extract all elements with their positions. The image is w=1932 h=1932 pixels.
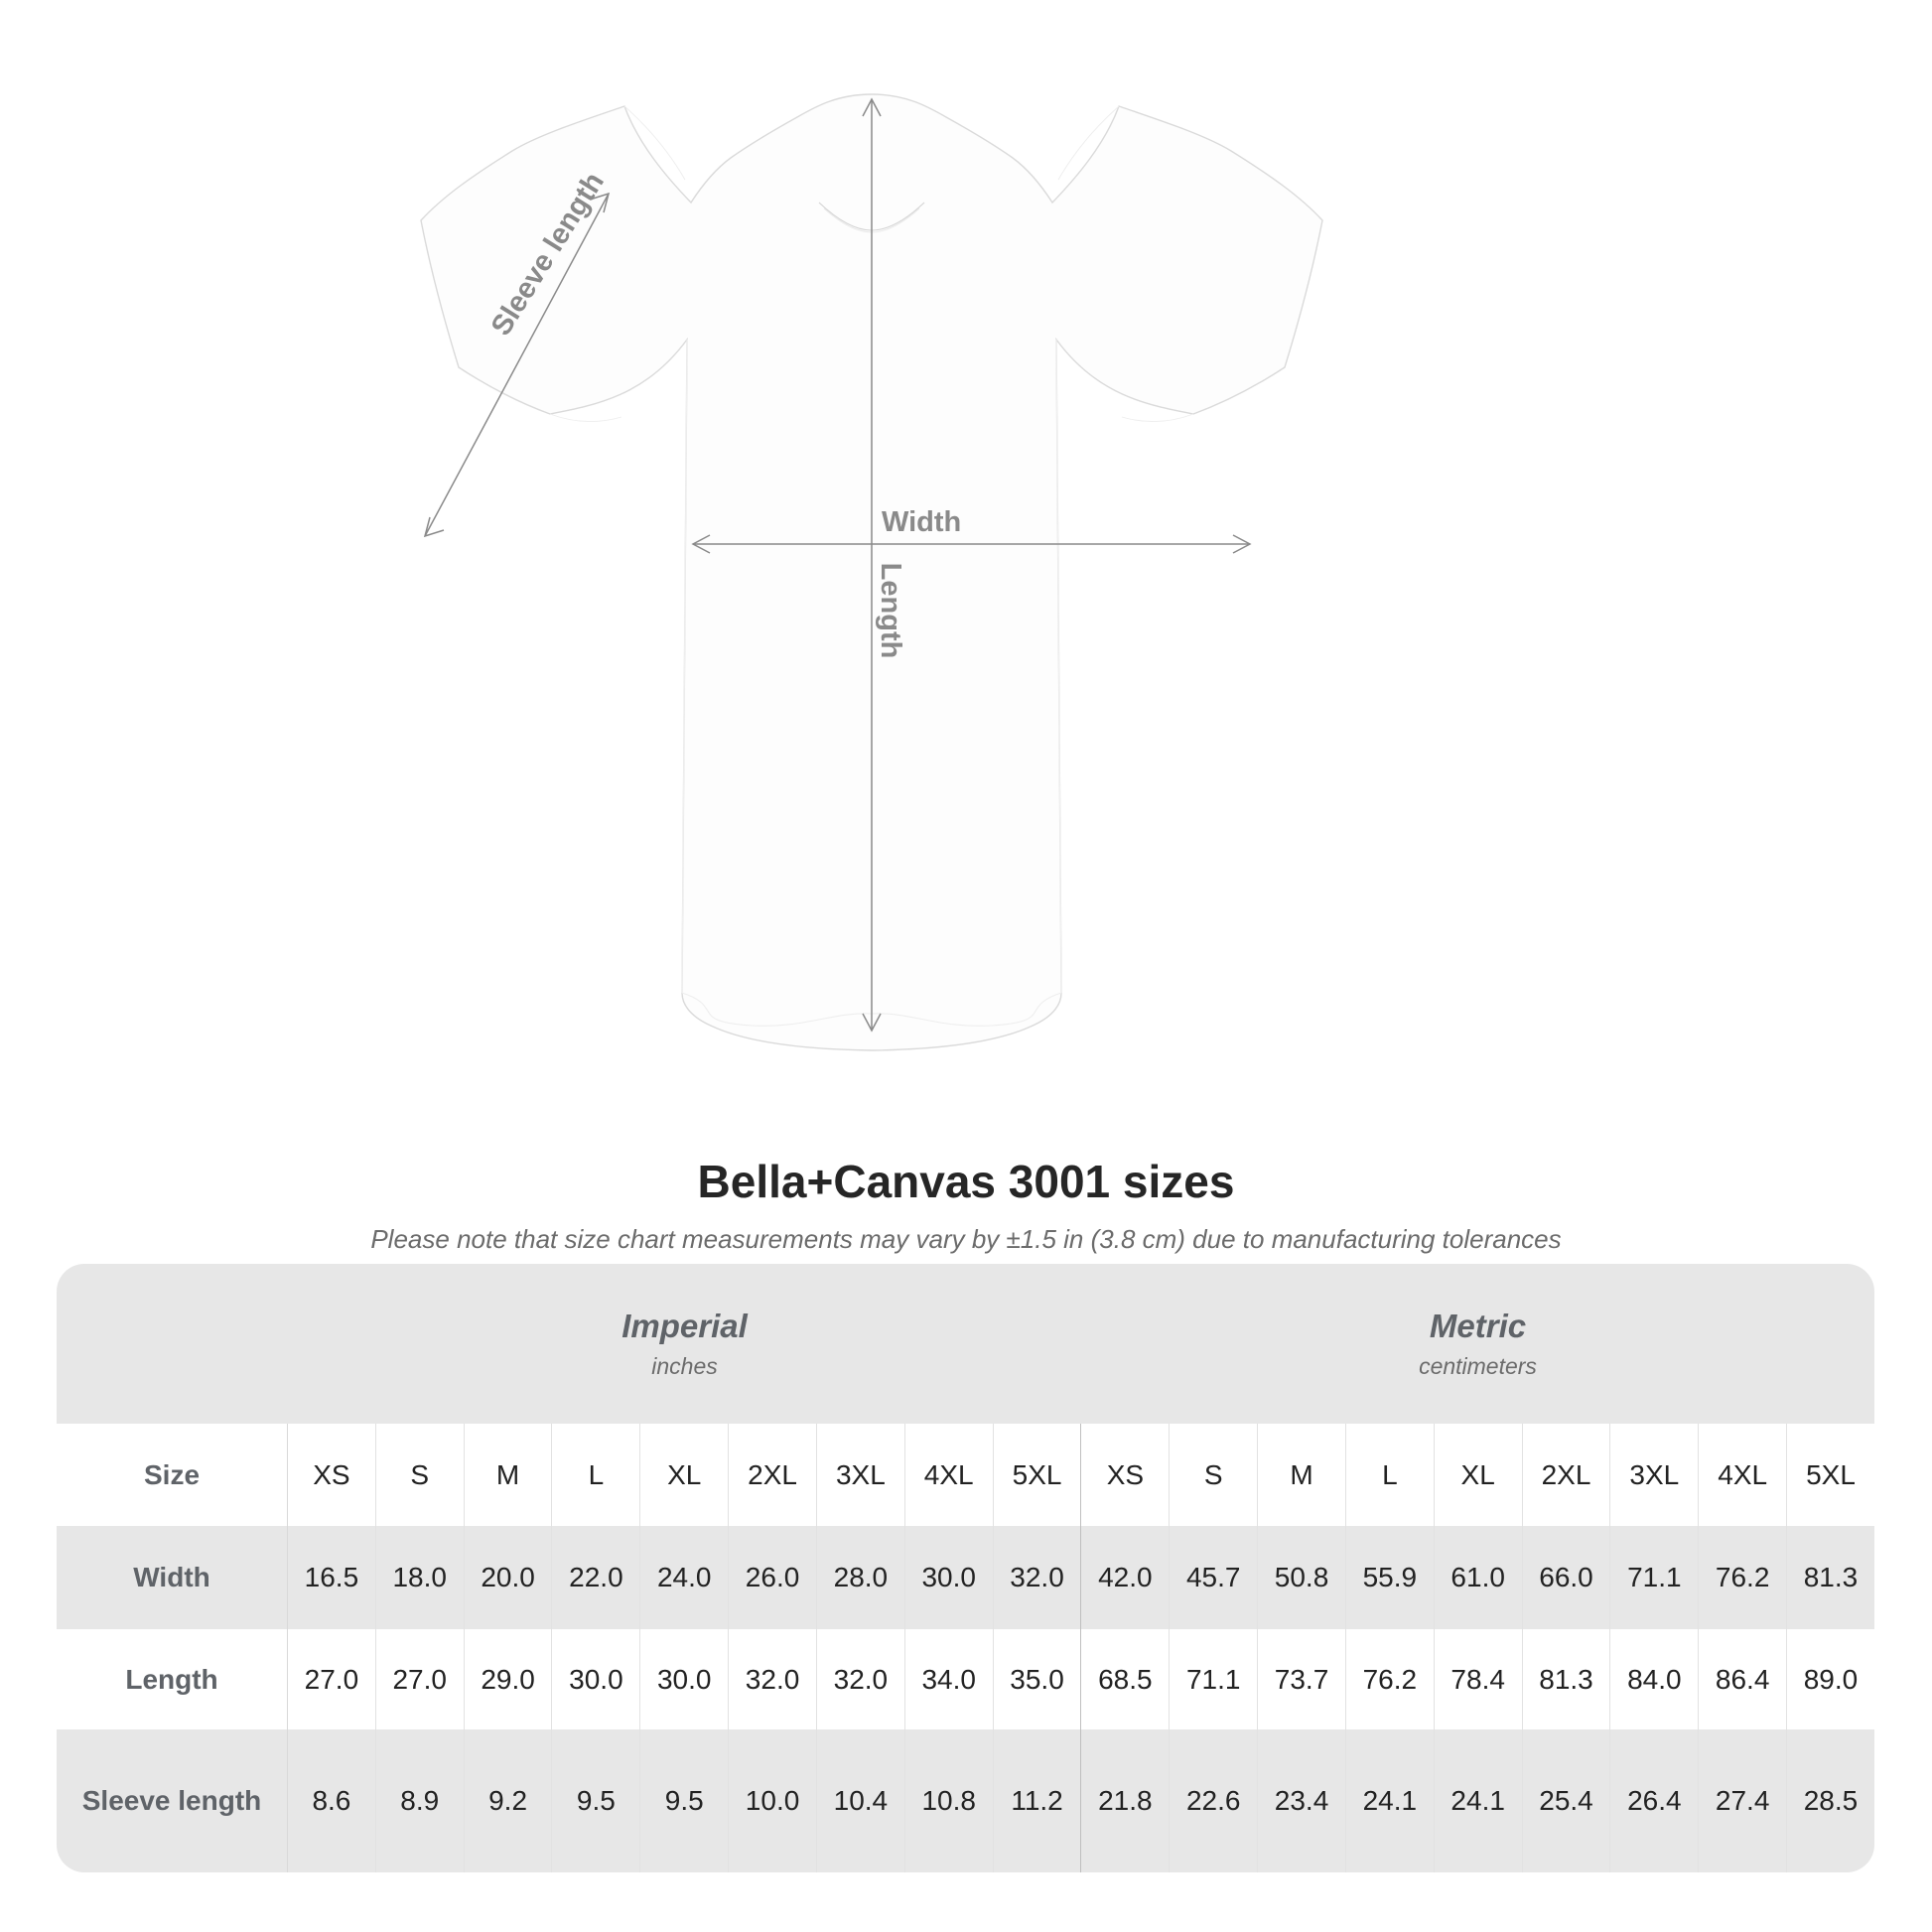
svg-text:Width: Width — [882, 506, 961, 538]
svg-text:Length: Length — [875, 563, 906, 659]
